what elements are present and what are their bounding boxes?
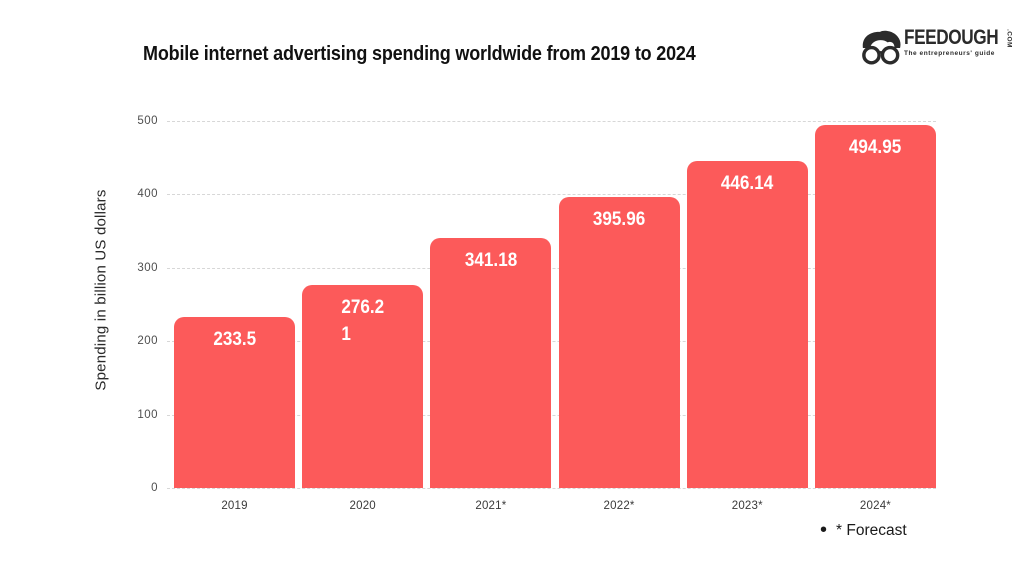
- x-tick-label-2019: 2019: [221, 500, 248, 512]
- bar-2023*: 446.14 2023*: [686, 160, 808, 512]
- y-tick-label-100: 100: [137, 408, 158, 421]
- gridline-400: [167, 194, 936, 196]
- bar-2021*: 341.18 2021*: [430, 237, 552, 512]
- feedough-logo: FEEDOUGH .COM The entrepreneurs' guide: [860, 26, 1013, 69]
- gridline-100: [167, 414, 936, 416]
- x-tick-label-2023*: 2023*: [731, 500, 763, 512]
- chart-title: Mobile internet advertising spending wor…: [143, 43, 696, 65]
- plot-area: 233.5 2019 276.2 1 2020 341.18 2021* 395.96 202…: [137, 115, 936, 512]
- y-tick-label-300: 300: [137, 261, 158, 274]
- logo-brand-text: FEEDOUGH: [904, 26, 999, 49]
- bars-container: 233.5 2019 276.2 1 2020 341.18 2021* 395.96 202…: [167, 121, 936, 512]
- gridline-500: [167, 121, 936, 122]
- x-tick-label-2021*: 2021*: [475, 500, 507, 512]
- x-tick-label-2024*: 2024*: [859, 500, 891, 512]
- footnote-text: * Forecast: [836, 522, 907, 539]
- bar-value-label: 233.5: [213, 328, 256, 350]
- gridline-200: [167, 341, 936, 343]
- logo-tagline: The entrepreneurs' guide: [904, 50, 995, 57]
- bar-value-label-wrap: 395.96: [559, 207, 680, 234]
- bullet-dot: •: [820, 519, 828, 541]
- gridline-300: [167, 267, 936, 269]
- y-tick-label-500: 500: [137, 115, 158, 127]
- x-tick-label-2020: 2020: [349, 500, 376, 512]
- bar-value-label: 341.18: [464, 249, 518, 271]
- y-axis-title: Spending in billion US dollars: [92, 189, 110, 391]
- forecast-footnote: • * Forecast: [820, 519, 907, 541]
- bar-value-label-wrap: 446.14: [687, 171, 808, 198]
- feedough-mascot-icon: [860, 27, 902, 69]
- bar-value-label: 395.96: [592, 209, 646, 231]
- bar-value-label-wrap: 276.2 1: [302, 295, 423, 349]
- bar-value-label-wrap: 494.95: [815, 135, 936, 162]
- bar-value-label: 494.95: [849, 136, 902, 158]
- bar-2024*: 494.95 2024*: [814, 124, 936, 512]
- logo-tld-text: .COM: [1005, 29, 1013, 48]
- y-tick-label-0: 0: [151, 482, 158, 494]
- bar-2019: 233.5 2019: [174, 316, 295, 512]
- bar-value-label: 276.2 1: [341, 297, 385, 346]
- gridline-0: [167, 488, 936, 489]
- y-tick-label-200: 200: [137, 335, 158, 348]
- bar-value-label-wrap: 341.18: [430, 248, 551, 275]
- x-tick-label-2022*: 2022*: [603, 500, 635, 512]
- logo-text-block: FEEDOUGH .COM The entrepreneurs' guide: [904, 26, 1013, 57]
- bar-value-label-wrap: 233.5: [174, 327, 295, 354]
- y-tick-label-400: 400: [137, 188, 158, 201]
- bar-value-label: 446.14: [721, 172, 774, 194]
- bar-2022*: 395.96 2022*: [558, 197, 680, 512]
- bar-2020: 276.2 1 2020: [302, 285, 424, 512]
